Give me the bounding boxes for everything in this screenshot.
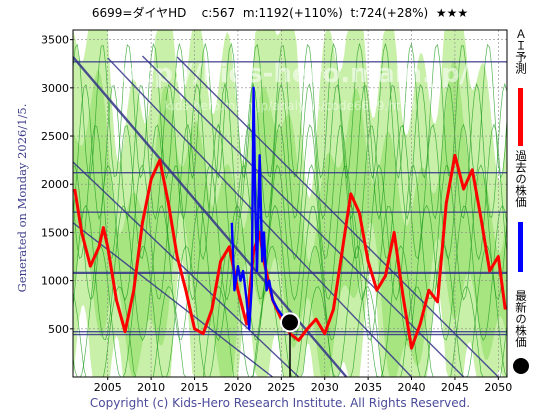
- trend-lines: [73, 55, 499, 377]
- y-tick-label-0: 500: [48, 323, 69, 336]
- y-tick-label-5: 3000: [41, 82, 69, 95]
- trend-line-1: [107, 57, 413, 377]
- y-tick-label-1: 1000: [41, 275, 69, 288]
- x-tick-label-9: 2050: [484, 381, 512, 394]
- x-tick-label-6: 2035: [354, 381, 382, 394]
- y-tick-label-6: 3500: [41, 34, 69, 47]
- rating-stars: ★★★: [435, 6, 469, 20]
- trend-line-3: [176, 56, 499, 377]
- past-price-line: [230, 86, 291, 331]
- x-tick-label-7: 2040: [398, 381, 426, 394]
- legend-label-latest: 最新の株価: [514, 290, 528, 348]
- y-tick-label-4: 2500: [41, 130, 69, 143]
- watermark-text-2: kids-hero.main.jp/analysis/code6699.html: [164, 99, 415, 113]
- x-tick-label-3: 2020: [224, 381, 252, 394]
- legend: ＡＩ予測 過去の株価 最新の株価: [512, 28, 542, 383]
- legend-swatch-forecast: [518, 88, 523, 146]
- band-line-3: [73, 164, 507, 301]
- y-tick-label-3: 2000: [41, 178, 69, 191]
- x-tick-label-4: 2025: [267, 381, 295, 394]
- x-tick-label-8: 2045: [441, 381, 469, 394]
- chart-header: 6699=ダイヤHD c:567 m:1192(+110%) t:724(+28…: [0, 4, 560, 21]
- mid-target: m:1192(+110%): [242, 6, 343, 20]
- band-inner: [73, 60, 507, 377]
- band-line-5: [73, 82, 507, 221]
- latest-price-marker: [280, 312, 300, 333]
- trend-line-5: [73, 222, 274, 377]
- watermark-text-1: http://kids-hero.main.jp/: [111, 59, 470, 89]
- current-price: c:567: [201, 6, 236, 20]
- trend-line-2: [141, 55, 465, 377]
- legend-label-forecast: ＡＩ予測: [514, 28, 528, 74]
- target-price: t:724(+28%): [350, 6, 429, 20]
- stock-code-name: 6699=ダイヤHD: [91, 6, 187, 20]
- legend-label-past: 過去の株価: [514, 150, 528, 208]
- x-axis: 2005 2010 2015 2020 2025 2030 2035 2040 2045 2050: [94, 377, 512, 394]
- grid-lines: [73, 30, 507, 377]
- x-tick-label-5: 2030: [311, 381, 339, 394]
- legend-marker-latest: [513, 358, 529, 374]
- copyright-text: Copyright (c) Kids-Hero Research Institu…: [89, 396, 471, 410]
- x-tick-label-1: 2010: [137, 381, 165, 394]
- x-tick-label-2: 2015: [181, 381, 209, 394]
- y-tick-label-2: 1500: [41, 226, 69, 239]
- plot-frame: [72, 29, 508, 378]
- series-lines: [73, 86, 507, 377]
- x-tick-label-0: 2005: [94, 381, 122, 394]
- band-line-4: [73, 123, 507, 261]
- legend-swatch-past: [518, 222, 523, 272]
- trend-line-4: [73, 161, 300, 377]
- trend-line-0: [73, 56, 348, 377]
- y-axis: 500 1000 1500 2000 2500 3000 3500: [41, 34, 73, 336]
